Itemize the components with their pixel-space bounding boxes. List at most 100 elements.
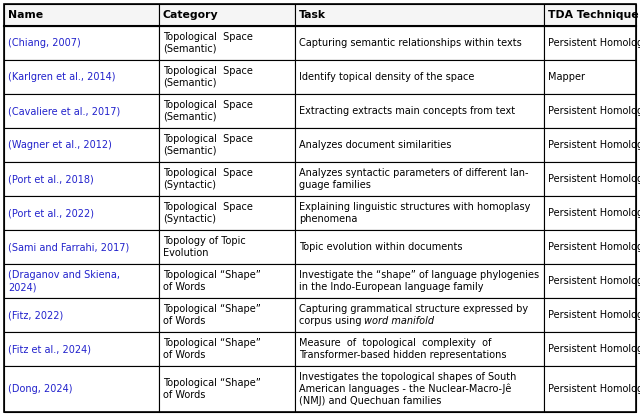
Bar xyxy=(159,332,295,366)
Bar xyxy=(159,94,295,128)
Text: Topic evolution within documents: Topic evolution within documents xyxy=(299,242,462,252)
Bar xyxy=(4,230,159,264)
Text: (Fitz, 2022): (Fitz, 2022) xyxy=(8,310,63,320)
Text: (Wagner et al., 2012): (Wagner et al., 2012) xyxy=(8,140,112,150)
Text: (Fitz et al., 2024): (Fitz et al., 2024) xyxy=(8,344,91,354)
Text: Category: Category xyxy=(163,10,218,20)
Bar xyxy=(545,4,636,26)
Bar xyxy=(295,94,545,128)
Bar xyxy=(545,94,636,128)
Text: of Words: of Words xyxy=(163,350,205,360)
Text: Explaining linguistic structures with homoplasy: Explaining linguistic structures with ho… xyxy=(299,202,530,212)
Text: Persistent Homology: Persistent Homology xyxy=(548,208,640,218)
Bar xyxy=(4,298,159,332)
Bar xyxy=(4,264,159,298)
Text: Capturing grammatical structure expressed by: Capturing grammatical structure expresse… xyxy=(299,304,528,314)
Text: Topological  Space: Topological Space xyxy=(163,32,253,42)
Bar xyxy=(4,366,159,412)
Text: (Semantic): (Semantic) xyxy=(163,78,216,88)
Text: TDA Technique: TDA Technique xyxy=(548,10,639,20)
Text: (Sami and Farrahi, 2017): (Sami and Farrahi, 2017) xyxy=(8,242,129,252)
Text: (Semantic): (Semantic) xyxy=(163,146,216,156)
Text: word manifold: word manifold xyxy=(364,316,435,326)
Bar xyxy=(295,264,545,298)
Text: Mapper: Mapper xyxy=(548,72,586,82)
Text: Persistent Homology: Persistent Homology xyxy=(548,174,640,184)
Bar xyxy=(295,162,545,196)
Text: corpus using: corpus using xyxy=(299,316,364,326)
Text: (Semantic): (Semantic) xyxy=(163,44,216,54)
Bar xyxy=(4,4,159,26)
Bar xyxy=(159,162,295,196)
Bar xyxy=(545,196,636,230)
Bar xyxy=(159,4,295,26)
Text: Topological  Space: Topological Space xyxy=(163,202,253,212)
Bar xyxy=(159,264,295,298)
Bar xyxy=(295,196,545,230)
Bar xyxy=(295,26,545,60)
Text: Persistent Homology: Persistent Homology xyxy=(548,38,640,48)
Bar xyxy=(159,366,295,412)
Bar xyxy=(545,26,636,60)
Text: Persistent Homology: Persistent Homology xyxy=(548,242,640,252)
Bar xyxy=(4,332,159,366)
Text: Topology of Topic: Topology of Topic xyxy=(163,236,246,246)
Text: (NMJ) and Quechuan families: (NMJ) and Quechuan families xyxy=(299,396,441,406)
Text: (Dong, 2024): (Dong, 2024) xyxy=(8,384,72,394)
Bar xyxy=(545,366,636,412)
Bar xyxy=(295,230,545,264)
Text: Topological “Shape”: Topological “Shape” xyxy=(163,338,260,348)
Text: of Words: of Words xyxy=(163,390,205,400)
Bar xyxy=(545,264,636,298)
Text: Investigates the topological shapes of South: Investigates the topological shapes of S… xyxy=(299,372,516,382)
Bar xyxy=(4,60,159,94)
Text: Investigate the “shape” of language phylogenies: Investigate the “shape” of language phyl… xyxy=(299,270,539,280)
Text: Persistent Homology: Persistent Homology xyxy=(548,140,640,150)
Text: Task: Task xyxy=(299,10,326,20)
Bar xyxy=(159,128,295,162)
Text: Transformer-based hidden representations: Transformer-based hidden representations xyxy=(299,350,506,360)
Text: (Karlgren et al., 2014): (Karlgren et al., 2014) xyxy=(8,72,115,82)
Text: (Syntactic): (Syntactic) xyxy=(163,180,216,190)
Bar xyxy=(4,196,159,230)
Bar xyxy=(159,60,295,94)
Bar xyxy=(4,128,159,162)
Bar xyxy=(159,26,295,60)
Text: (Draganov and Skiena,: (Draganov and Skiena, xyxy=(8,270,120,280)
Bar xyxy=(545,298,636,332)
Text: Persistent Homology: Persistent Homology xyxy=(548,106,640,116)
Bar xyxy=(4,162,159,196)
Text: Topological  Space: Topological Space xyxy=(163,100,253,110)
Text: Topological  Space: Topological Space xyxy=(163,66,253,76)
Bar xyxy=(545,128,636,162)
Bar xyxy=(545,332,636,366)
Bar xyxy=(545,230,636,264)
Text: Persistent Homology: Persistent Homology xyxy=(548,310,640,320)
Text: 2024): 2024) xyxy=(8,282,36,292)
Bar xyxy=(159,298,295,332)
Bar xyxy=(295,128,545,162)
Text: (Cavaliere et al., 2017): (Cavaliere et al., 2017) xyxy=(8,106,120,116)
Text: in the Indo-European language family: in the Indo-European language family xyxy=(299,282,483,292)
Text: Analyzes syntactic parameters of different lan-: Analyzes syntactic parameters of differe… xyxy=(299,168,528,178)
Text: Topological  Space: Topological Space xyxy=(163,168,253,178)
Text: (Chiang, 2007): (Chiang, 2007) xyxy=(8,38,81,48)
Text: of Words: of Words xyxy=(163,282,205,292)
Text: (Port et al., 2022): (Port et al., 2022) xyxy=(8,208,94,218)
Text: American languages - the Nuclear-Macro-Jê: American languages - the Nuclear-Macro-J… xyxy=(299,384,511,394)
Text: Persistent Homology: Persistent Homology xyxy=(548,276,640,286)
Bar xyxy=(295,366,545,412)
Text: Topological “Shape”: Topological “Shape” xyxy=(163,378,260,388)
Text: Topological “Shape”: Topological “Shape” xyxy=(163,270,260,280)
Text: Evolution: Evolution xyxy=(163,248,209,258)
Text: of Words: of Words xyxy=(163,316,205,326)
Bar xyxy=(295,60,545,94)
Bar xyxy=(295,4,545,26)
Text: Name: Name xyxy=(8,10,43,20)
Text: Analyzes document similarities: Analyzes document similarities xyxy=(299,140,451,150)
Text: Extracting extracts main concepts from text: Extracting extracts main concepts from t… xyxy=(299,106,515,116)
Text: Identify topical density of the space: Identify topical density of the space xyxy=(299,72,474,82)
Bar xyxy=(295,332,545,366)
Text: Topological  Space: Topological Space xyxy=(163,134,253,144)
Bar xyxy=(4,26,159,60)
